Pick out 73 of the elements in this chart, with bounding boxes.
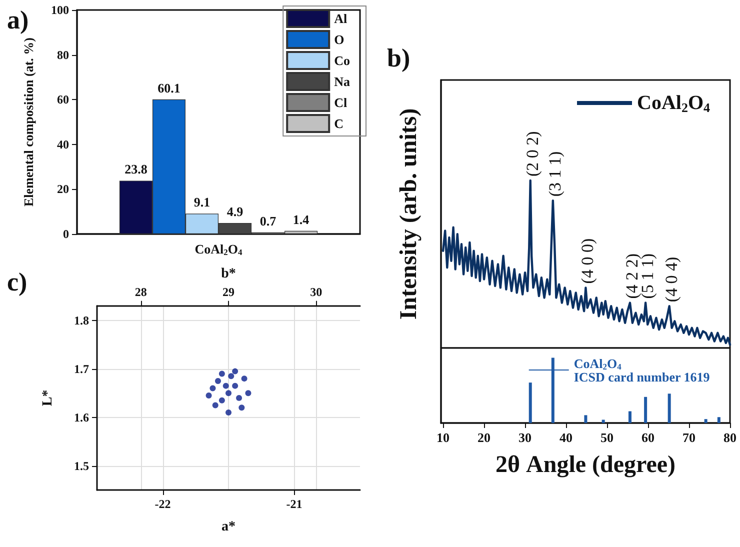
point bbox=[238, 404, 245, 411]
x2-axis-title: b* bbox=[221, 266, 236, 282]
bar bbox=[644, 396, 648, 423]
point bbox=[218, 397, 225, 404]
annotation: (2 0 2) bbox=[522, 131, 542, 176]
y-axis-title: Intensity (arb. units) bbox=[396, 108, 422, 320]
x2-tick-label: 30 bbox=[310, 284, 322, 299]
y-tick-label: 1.5 bbox=[74, 458, 89, 473]
point bbox=[226, 390, 232, 396]
point bbox=[222, 382, 229, 389]
annotation: (3 1 1) bbox=[545, 151, 564, 197]
data-label: 4.9 bbox=[226, 204, 244, 220]
bar bbox=[704, 419, 708, 423]
annotation: (4 2 2) bbox=[622, 253, 642, 299]
chart-title: c) bbox=[7, 268, 28, 296]
x2-tick-label: 29 bbox=[222, 284, 234, 299]
legend-label: O bbox=[334, 32, 344, 47]
x-tick-label: 60 bbox=[642, 430, 655, 445]
y-tick-label: 60 bbox=[57, 92, 69, 107]
x-axis-title: a* bbox=[222, 520, 236, 534]
point bbox=[228, 373, 234, 380]
y-tick-label: 1.8 bbox=[74, 313, 89, 328]
x-tick-label: 40 bbox=[560, 430, 573, 445]
data-label: 0.7 bbox=[260, 213, 277, 228]
y-tick-label: 20 bbox=[57, 182, 69, 196]
x2-tick-label: 28 bbox=[134, 284, 147, 299]
annotation: (4 0 0) bbox=[578, 238, 598, 284]
annotation: (4 0 4) bbox=[662, 256, 681, 302]
point bbox=[212, 402, 218, 408]
chart-title: a) bbox=[7, 6, 29, 34]
x-tick-label: -22 bbox=[154, 497, 171, 511]
y-axis-title: L* bbox=[40, 390, 56, 406]
y-tick-label: 0 bbox=[63, 227, 69, 241]
legend-label: Cl bbox=[334, 95, 348, 110]
y-tick-label: 40 bbox=[57, 137, 69, 152]
chart-title: b) bbox=[387, 44, 410, 72]
legend-label: Na bbox=[334, 74, 350, 89]
x-tick-label: 70 bbox=[682, 430, 696, 445]
point bbox=[210, 385, 216, 392]
data-label: 1.4 bbox=[292, 212, 310, 227]
bar bbox=[584, 415, 588, 423]
point bbox=[232, 382, 238, 389]
point bbox=[206, 392, 212, 399]
legend-label: C bbox=[334, 116, 344, 131]
point bbox=[226, 409, 232, 416]
point bbox=[218, 370, 225, 377]
point bbox=[245, 390, 252, 396]
x-tick-label: 50 bbox=[600, 430, 614, 445]
x-tick-label: 80 bbox=[724, 430, 736, 445]
data-label: 60.1 bbox=[158, 80, 180, 96]
bar bbox=[628, 411, 632, 423]
x-tick-label: 30 bbox=[518, 430, 532, 445]
x-axis-title: 2θ Angle (degree) bbox=[495, 452, 676, 478]
point bbox=[241, 376, 248, 382]
data-label: 9.1 bbox=[194, 194, 210, 210]
bar bbox=[668, 394, 671, 423]
legend-label: Al bbox=[334, 11, 348, 26]
x-tick-label: 20 bbox=[478, 430, 491, 445]
bar bbox=[602, 420, 605, 423]
y-tick-label: 80 bbox=[57, 48, 69, 62]
point bbox=[236, 394, 242, 401]
data-label: 23.8 bbox=[124, 162, 148, 177]
bar bbox=[717, 417, 720, 423]
legend-label: Co bbox=[334, 53, 350, 68]
x-tick-label: 10 bbox=[436, 430, 450, 445]
point bbox=[232, 368, 238, 374]
y-tick-label: 1.6 bbox=[74, 410, 89, 424]
y-tick-label: 100 bbox=[51, 3, 69, 17]
point bbox=[214, 378, 221, 384]
y-axis-title: Elemental composition (at. %) bbox=[21, 38, 36, 206]
y-tick-label: 1.7 bbox=[74, 362, 89, 376]
x-tick-label: -21 bbox=[286, 497, 302, 511]
bar bbox=[528, 382, 532, 423]
